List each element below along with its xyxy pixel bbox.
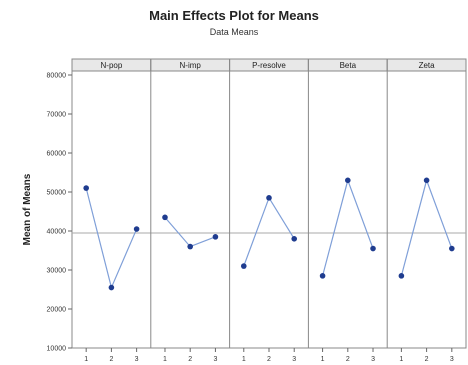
data-point — [319, 273, 326, 279]
y-tick-label: 70000 — [47, 112, 67, 119]
x-tick-label: 2 — [267, 356, 271, 363]
series-line-zeta — [400, 178, 453, 277]
data-point — [291, 236, 298, 242]
y-tick-label: 40000 — [47, 229, 67, 236]
chart-title: Main Effects Plot for Means — [149, 8, 319, 23]
x-tick-label: 1 — [163, 356, 167, 363]
x-tick-label: 3 — [135, 356, 139, 363]
chart-subtitle: Data Means — [209, 27, 259, 37]
data-point — [266, 195, 272, 201]
x-tick-label: 1 — [399, 356, 403, 363]
y-tick-label: 50000 — [47, 190, 67, 197]
panel-label-n-pop: N-pop — [101, 61, 123, 70]
y-tick-label: 10000 — [47, 346, 67, 353]
series-line-n-pop — [85, 187, 138, 290]
plot-frame — [71, 58, 467, 349]
panel-label-n-imp: N-imp — [180, 61, 202, 70]
data-point — [345, 177, 351, 184]
x-tick-label: 1 — [321, 356, 325, 363]
data-point — [398, 273, 405, 279]
x-tick-label: 1 — [242, 356, 246, 363]
data-point — [83, 185, 89, 191]
series-line-p-resolve — [243, 196, 295, 267]
data-point — [162, 214, 168, 221]
panel-label-p-resolve: P-resolve — [252, 61, 286, 70]
x-tick-label: 2 — [109, 356, 113, 363]
x-tick-label: 3 — [292, 356, 296, 363]
x-tick-label: 2 — [346, 356, 350, 363]
x-tick-label: 1 — [84, 356, 88, 363]
data-point — [108, 284, 115, 291]
x-tick-label: 3 — [371, 356, 375, 363]
data-point — [133, 226, 140, 232]
y-tick-label: 30000 — [47, 268, 67, 275]
data-point — [449, 245, 455, 252]
y-tick-label: 20000 — [47, 307, 67, 314]
series-line-beta — [322, 178, 374, 277]
series-line-n-imp — [164, 216, 216, 248]
y-tick-label: 60000 — [47, 151, 67, 158]
data-point — [370, 245, 376, 252]
y-axis-label: Mean of Means — [22, 173, 33, 245]
data-point — [212, 234, 219, 240]
data-point — [423, 177, 430, 184]
panel-label-zeta: Zeta — [419, 61, 436, 70]
data-point — [240, 263, 247, 269]
data-point — [187, 243, 193, 250]
x-tick-label: 2 — [188, 356, 192, 363]
x-tick-label: 3 — [213, 356, 217, 363]
x-tick-label: 2 — [425, 356, 429, 363]
panel-label-beta: Beta — [340, 61, 357, 70]
x-tick-label: 3 — [450, 356, 454, 363]
y-tick-label: 80000 — [47, 73, 67, 80]
